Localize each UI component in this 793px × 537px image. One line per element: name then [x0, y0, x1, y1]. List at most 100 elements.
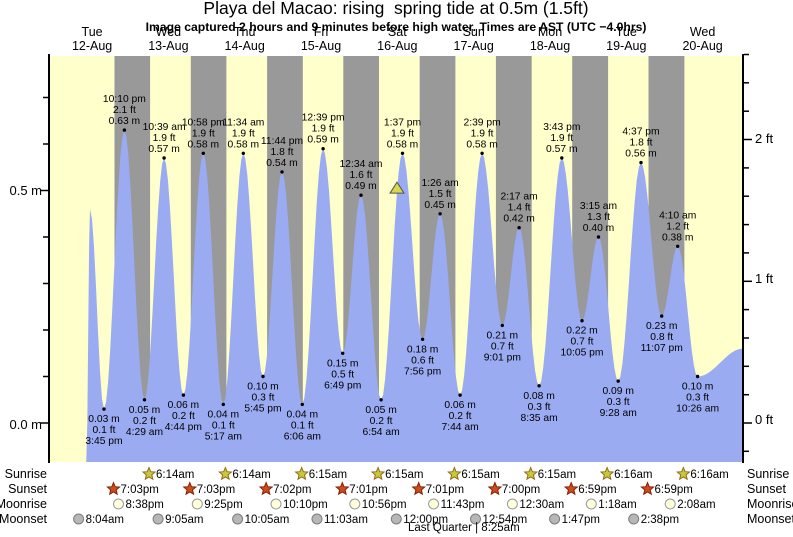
tide-point-dot	[300, 402, 304, 407]
moonrise-circle	[428, 498, 440, 510]
day-date: 18-Aug	[530, 39, 570, 53]
left-axis-label-05m: 0.5 m	[9, 183, 42, 198]
tide-point-dot	[359, 193, 363, 197]
tide-point-dot	[400, 151, 405, 155]
current-time-triangle-icon	[389, 181, 405, 194]
moonrise-circle	[664, 498, 676, 510]
day-date: 20-Aug	[682, 39, 722, 53]
low-tide-label: 0.05 m 0.2 ft 4:29 am	[126, 405, 163, 438]
low-tide-label: 0.05 m 0.2 ft 6:54 am	[362, 405, 399, 438]
low-tide-label: 0.10 m 0.3 ft 10:26 am	[676, 382, 719, 415]
moonset-circle	[390, 513, 402, 525]
tide-point-dot	[379, 398, 383, 402]
right-axis-label-2ft: 2 ft	[755, 131, 773, 146]
tide-point-dot	[438, 212, 442, 216]
sunset-star	[411, 481, 426, 496]
tide-point-dot	[122, 128, 127, 132]
moonrise-time: 10:56pm	[362, 499, 407, 511]
tide-point-dot	[102, 407, 106, 411]
moonrise-time: 12:30am	[519, 499, 564, 511]
tide-point-dot	[241, 151, 245, 155]
tide-point-dot	[660, 314, 664, 318]
high-tide-label: 2:17 am 1.4 ft 0.42 m	[500, 192, 537, 225]
sunrise-time: 6:16am	[614, 469, 652, 481]
now-marker	[389, 181, 405, 194]
moonrise-time: 2:08am	[677, 499, 715, 511]
high-tide-label: 4:10 am 1.2 ft 0.38 m	[659, 210, 696, 243]
low-tide-label: 0.18 m 0.6 ft 7:56 pm	[404, 344, 441, 377]
tide-point-dot	[616, 379, 620, 383]
low-tide-label: 0.21 m 0.7 ft 9:01 pm	[484, 330, 521, 363]
page-subtitle: Image captured 2 hours and 9 minutes bef…	[146, 20, 647, 34]
moonset-circle	[152, 513, 164, 525]
tide-point-dot	[639, 160, 643, 165]
tide-point-dot	[480, 151, 484, 155]
tide-point-dot	[517, 226, 521, 230]
moonset-time: 10:05am	[245, 514, 290, 526]
sunset-star	[182, 481, 198, 496]
tide-point-dot	[500, 323, 504, 328]
tide-point-dot	[181, 393, 186, 397]
tide-point-dot	[162, 156, 166, 160]
sunrise-time: 6:14am	[232, 469, 270, 481]
day-date: 13-Aug	[148, 39, 188, 53]
tide-area	[86, 130, 744, 462]
low-tide-label: 0.06 m 0.2 ft 7:44 am	[441, 400, 478, 433]
moonrise-time: 11:43pm	[441, 499, 485, 511]
moonset-time: 11:03am	[324, 514, 368, 526]
moonset-circle	[73, 513, 85, 525]
high-tide-label: 11:34 am 1.9 ft 0.58 m	[222, 117, 264, 150]
sunrise-star	[141, 466, 157, 481]
astro-rows: 6:14am 6:14am 6:15am 6:15am 6:15am 6:15am 6:16…	[73, 466, 729, 526]
moonset-time: 9:05am	[165, 514, 203, 526]
moonrise-circle	[585, 498, 597, 510]
sunset-time: 6:59pm	[655, 484, 693, 496]
tide-point-dot	[560, 156, 564, 160]
moonset-circle	[470, 513, 481, 525]
sunset-star	[487, 481, 503, 496]
moonset-circle	[311, 513, 323, 525]
high-tide-label: 10:58 pm 1.9 ft 0.58 m	[182, 117, 225, 150]
tide-point-dot	[596, 235, 601, 239]
moonrise-circle	[191, 498, 203, 510]
day-name: Wed	[156, 25, 182, 39]
row-label-moonset-left: Moonset	[0, 512, 48, 526]
sunset-time: 7:01pm	[426, 484, 464, 496]
moonrise-circle	[349, 498, 361, 510]
sunrise-star	[523, 466, 539, 481]
moonset-time: 1:47pm	[562, 514, 600, 526]
tide-point-dot	[695, 374, 700, 379]
moonset-circle	[549, 513, 561, 525]
high-tide-label: 1:37 pm 1.9 ft 0.58 m	[384, 117, 421, 150]
day-name: Sun	[463, 25, 485, 39]
moonrise-time: 9:25pm	[204, 499, 242, 511]
day-name: Tue	[82, 25, 103, 39]
row-label-sunrise-right: Sunrise	[747, 467, 789, 481]
day-name: Tue	[616, 25, 637, 39]
row-label-sunrise-left: Sunrise	[5, 467, 47, 481]
tide-curve-area	[86, 130, 744, 462]
day-name: Mon	[538, 25, 562, 39]
moonset-circle	[628, 513, 640, 525]
day-date: 16-Aug	[377, 39, 417, 53]
right-axis-label-0ft: 0 ft	[755, 412, 773, 427]
sunset-star	[563, 481, 579, 496]
tide-point-dot	[420, 337, 425, 341]
high-tide-label: 12:39 pm 1.9 ft 0.59 m	[302, 113, 345, 146]
sunset-time: 7:01pm	[349, 484, 387, 496]
high-tide-label: 10:39 am 1.9 ft 0.57 m	[143, 122, 186, 155]
moonset-time: 8:04am	[86, 514, 124, 526]
tide-point-dot	[201, 151, 205, 155]
sunset-time: 7:00pm	[502, 484, 540, 496]
sunrise-star	[370, 466, 386, 481]
tide-point-dot	[580, 319, 584, 323]
high-tide-label: 1:26 am 1.5 ft 0.45 m	[421, 178, 458, 211]
tide-point-dot	[221, 402, 225, 407]
day-name: Fri	[314, 25, 329, 39]
tide-point-dot	[537, 384, 541, 388]
sunrise-star	[218, 466, 233, 481]
low-tide-label: 0.10 m 0.3 ft 5:45 pm	[244, 382, 281, 415]
high-tide-label: 11:44 pm 1.8 ft 0.54 m	[261, 136, 303, 169]
